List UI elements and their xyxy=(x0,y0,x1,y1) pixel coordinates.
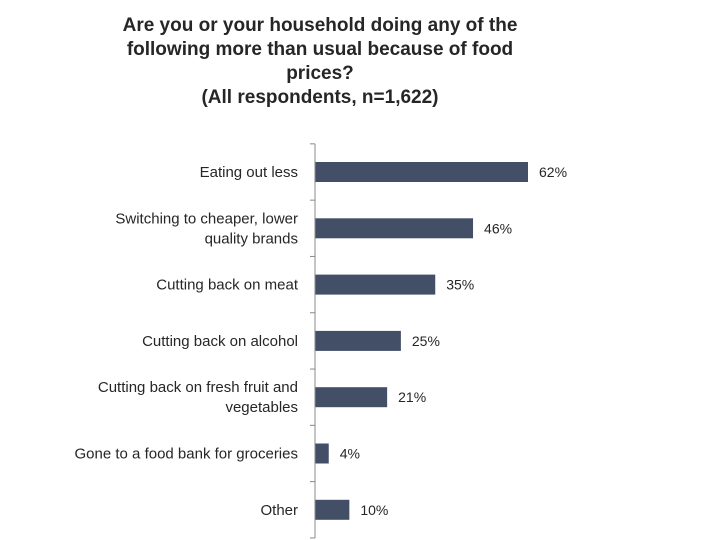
category-label-0: Eating out less xyxy=(200,164,298,181)
value-label-4: 21% xyxy=(398,389,426,405)
value-label-1: 46% xyxy=(484,220,512,236)
bar-3 xyxy=(315,330,401,351)
chart-title-block: Are you or your household doing any of t… xyxy=(60,14,580,110)
chart-title-line-1: Are you or your household doing any of t… xyxy=(122,15,518,36)
value-label-5: 4% xyxy=(340,446,360,462)
bar-1 xyxy=(315,218,474,239)
chart-title-line-3: prices? xyxy=(286,63,354,84)
bar-5 xyxy=(315,443,329,464)
value-label-6: 10% xyxy=(360,502,388,518)
category-label-4: Cutting back on fresh fruit and vegetable… xyxy=(98,379,298,416)
category-label-2: Cutting back on meat xyxy=(156,277,299,294)
bar-0 xyxy=(315,162,528,182)
category-label-5: Gone to a food bank for groceries xyxy=(75,446,298,463)
value-label-3: 25% xyxy=(412,333,440,349)
value-label-0: 62% xyxy=(539,164,567,180)
category-label-3: Cutting back on alcohol xyxy=(142,333,298,350)
bar-4 xyxy=(315,387,388,408)
bar-6 xyxy=(315,499,350,520)
category-label-6: Other xyxy=(260,502,298,519)
chart-title-line-2: following more than usual because of foo… xyxy=(126,39,514,60)
value-label-2: 35% xyxy=(446,277,474,293)
bar-2 xyxy=(315,274,436,295)
chart-subtitle: (All respondents, n=1,622) xyxy=(201,87,439,108)
category-label-1: Switching to cheaper, lower quality brand… xyxy=(115,210,298,247)
